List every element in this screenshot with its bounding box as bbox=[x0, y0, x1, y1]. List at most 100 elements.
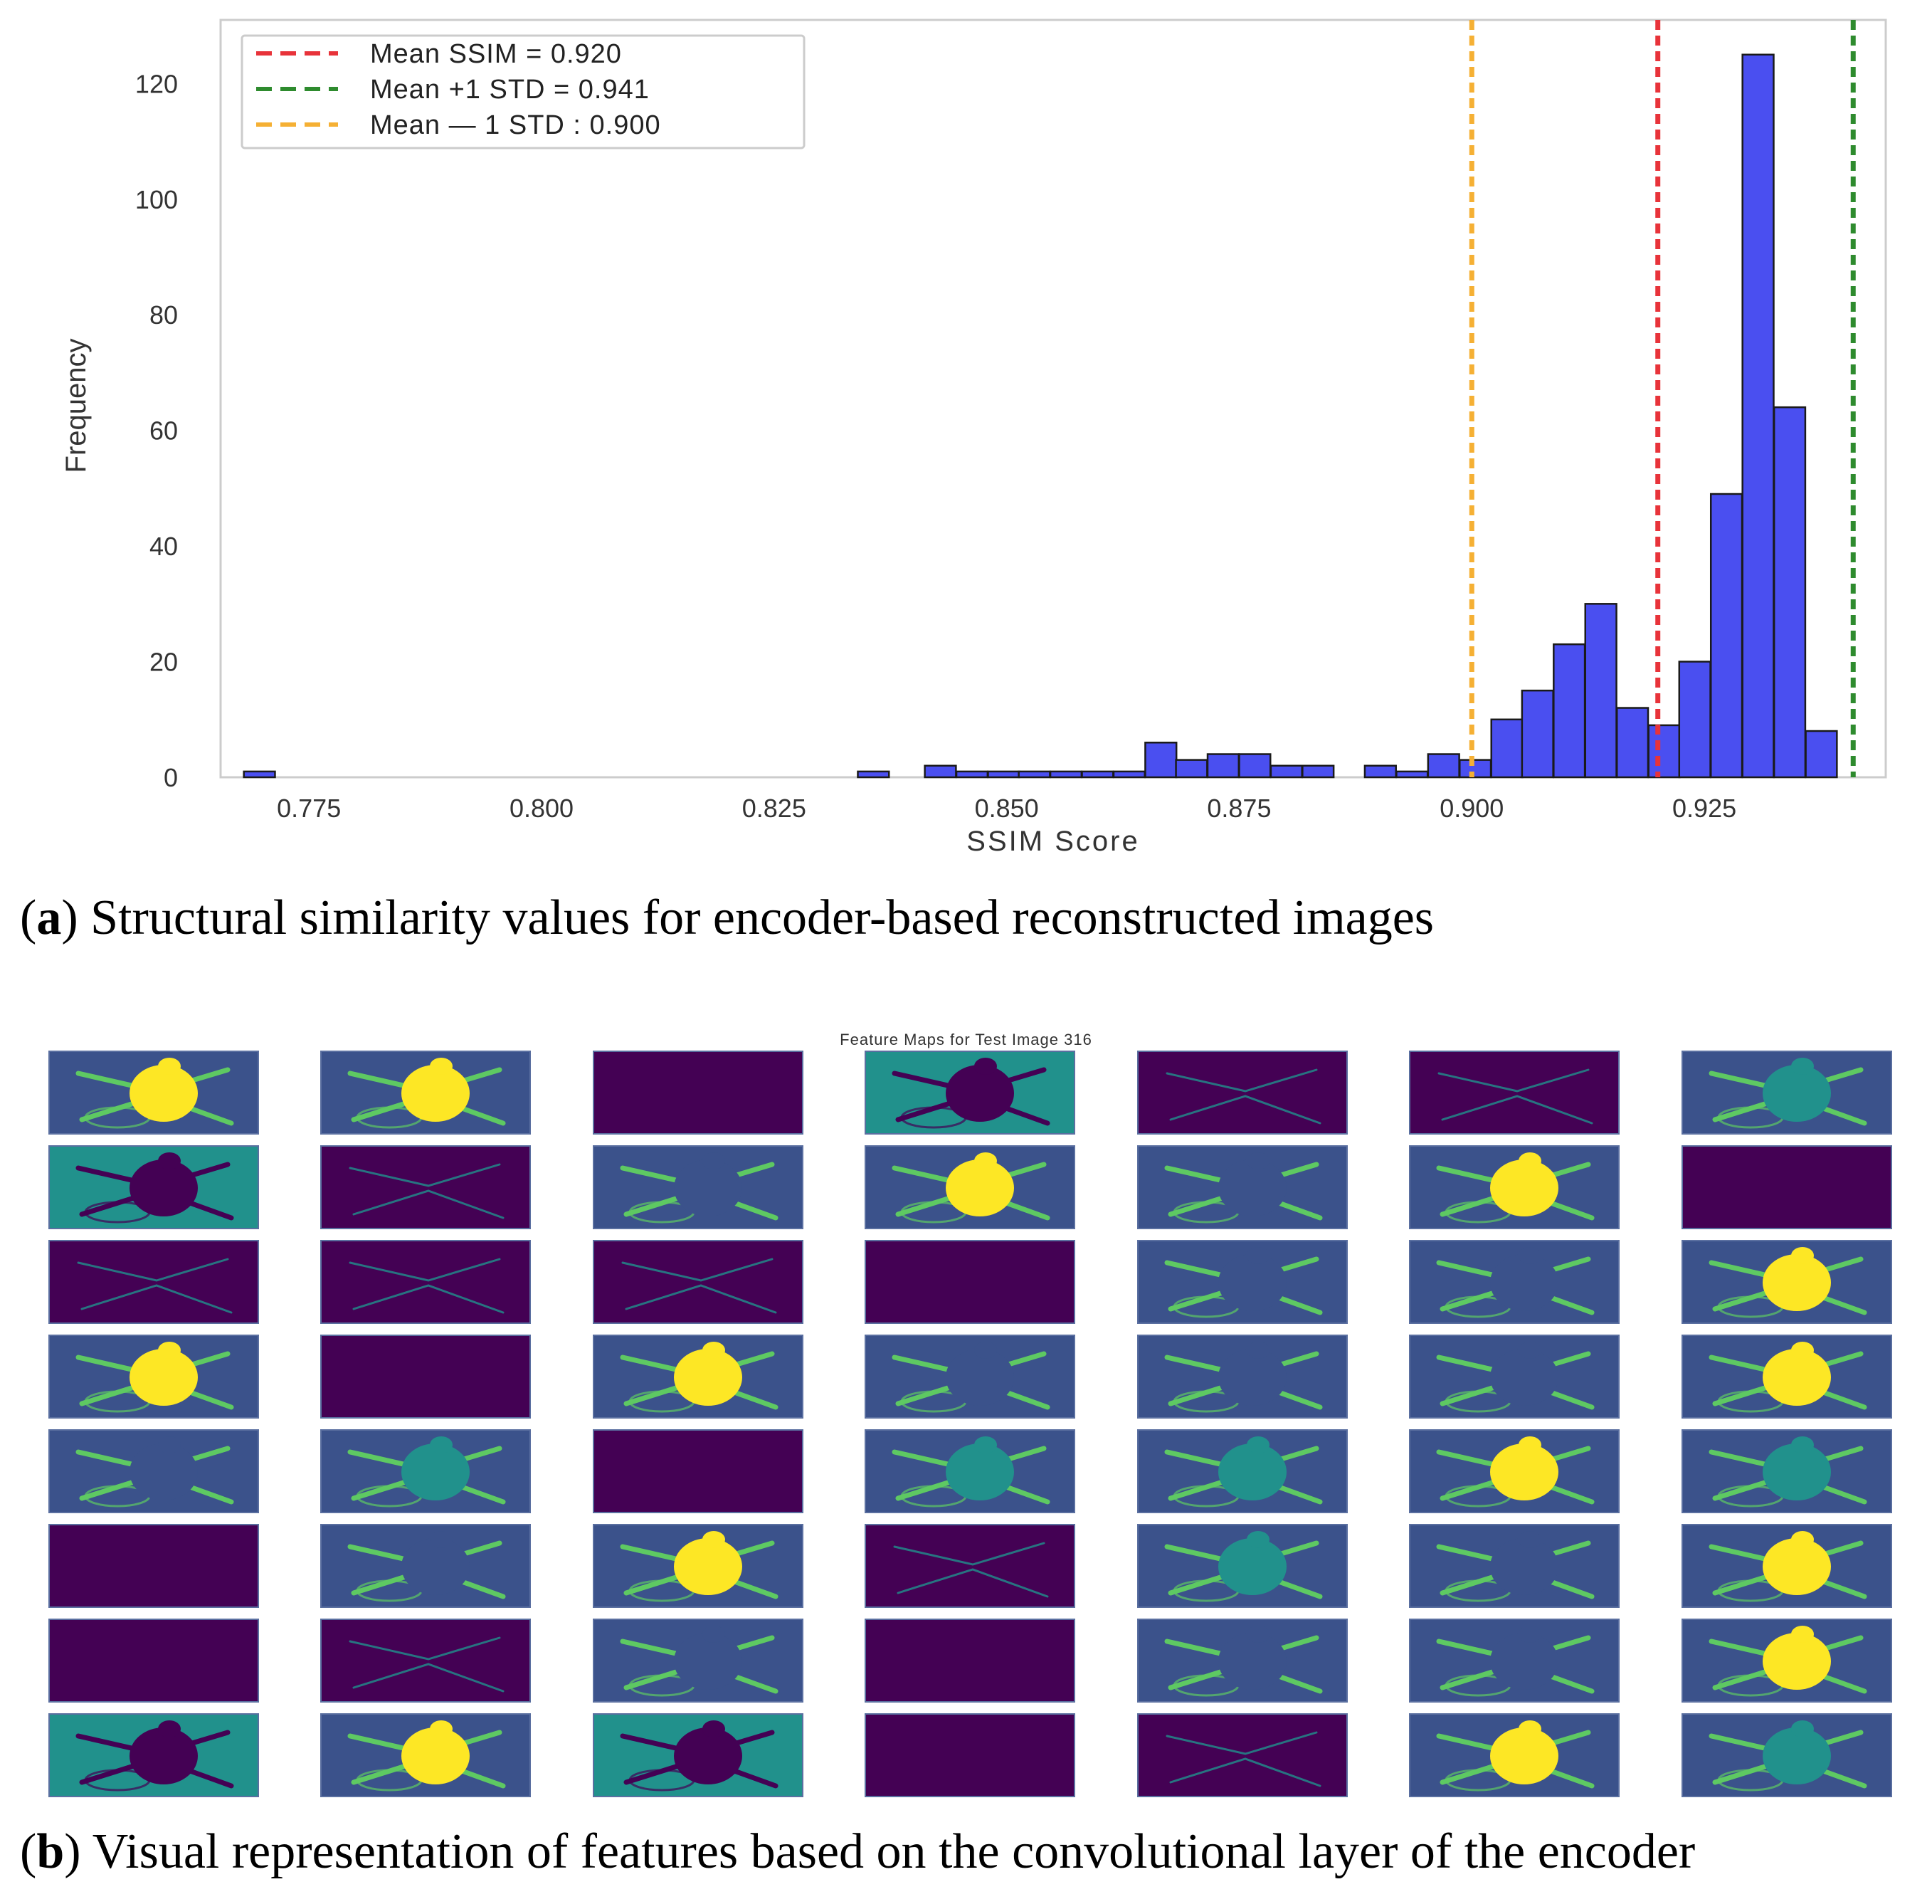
histogram-bar bbox=[1175, 759, 1208, 779]
histogram-bar bbox=[955, 770, 989, 779]
feature-map-edge bbox=[1409, 1619, 1620, 1703]
feature-map-edge bbox=[865, 1335, 1075, 1419]
histogram-bar bbox=[1427, 753, 1460, 779]
caption-a-letter: a bbox=[36, 890, 62, 945]
feature-map-empty bbox=[320, 1335, 531, 1419]
histogram-bar bbox=[1584, 603, 1617, 779]
y-tick-label: 0 bbox=[164, 763, 178, 792]
y-tick-label: 40 bbox=[149, 532, 178, 561]
feature-map-edge bbox=[1409, 1335, 1620, 1419]
histogram-bar bbox=[1363, 764, 1397, 779]
feature-map-bright bbox=[320, 1051, 531, 1135]
x-tick-label: 0.900 bbox=[1440, 794, 1504, 823]
legend: Mean SSIM = 0.920 Mean +1 STD = 0.941 Mean… bbox=[241, 34, 806, 149]
y-axis-label: Frequency bbox=[60, 339, 92, 473]
histogram-bar bbox=[1773, 406, 1807, 779]
feature-map-empty bbox=[865, 1619, 1075, 1703]
bars-layer bbox=[243, 53, 1838, 779]
feature-map-bright bbox=[593, 1335, 803, 1419]
histogram-bar bbox=[1805, 730, 1838, 779]
feature-map-bright bbox=[1409, 1145, 1620, 1229]
feature-map-edge bbox=[1137, 1335, 1348, 1419]
x-axis-label: SSIM Score bbox=[966, 826, 1139, 857]
feature-map-edge bbox=[320, 1524, 531, 1608]
feature-map-edge bbox=[1137, 1145, 1348, 1229]
x-tick-label: 0.800 bbox=[510, 794, 574, 823]
histogram-bar bbox=[924, 764, 957, 779]
legend-label: Mean SSIM = 0.920 bbox=[370, 39, 622, 69]
legend-box bbox=[241, 34, 806, 149]
feature-map-bright bbox=[1682, 1335, 1892, 1419]
y-tick-label: 120 bbox=[135, 69, 178, 98]
feature-map-bright bbox=[320, 1713, 531, 1797]
y-tick-labels: 0 20 40 60 80 100 120 bbox=[135, 69, 178, 792]
feature-map-sparse bbox=[48, 1240, 259, 1324]
feature-map-empty bbox=[48, 1524, 259, 1608]
feature-map-bright bbox=[1682, 1524, 1892, 1608]
feature-map-sparse bbox=[1137, 1051, 1348, 1135]
feature-map-dark bbox=[48, 1713, 259, 1797]
caption-b-text: Visual representation of features based … bbox=[92, 1824, 1696, 1879]
feature-maps-title: Feature Maps for Test Image 316 bbox=[840, 1031, 1092, 1048]
feature-map-empty bbox=[865, 1240, 1075, 1324]
feature-map-sparse bbox=[1409, 1051, 1620, 1135]
histogram-bar bbox=[1112, 770, 1146, 779]
histogram-bar bbox=[987, 770, 1020, 779]
histogram-bar bbox=[1647, 724, 1681, 779]
caption-a-text: Structural similarity values for encoder… bbox=[90, 890, 1435, 945]
histogram-bar bbox=[1269, 764, 1303, 779]
feature-map-edge bbox=[593, 1145, 803, 1229]
histogram-bar bbox=[1553, 643, 1586, 779]
feature-map-bright bbox=[1409, 1713, 1620, 1797]
feature-map-teal bbox=[1137, 1524, 1348, 1608]
feature-map-bright bbox=[1409, 1429, 1620, 1513]
histogram-bar bbox=[1459, 759, 1492, 779]
histogram-bar bbox=[1238, 753, 1272, 779]
feature-map-edge bbox=[1409, 1524, 1620, 1608]
histogram-bar bbox=[857, 770, 890, 779]
feature-map-bright bbox=[593, 1524, 803, 1608]
feature-map-teal bbox=[865, 1429, 1075, 1513]
feature-map-sparse bbox=[593, 1240, 803, 1324]
x-tick-label: 0.925 bbox=[1672, 794, 1736, 823]
legend-label: Mean +1 STD = 0.941 bbox=[370, 75, 650, 105]
histogram-bar bbox=[1081, 770, 1114, 779]
feature-map-empty bbox=[865, 1713, 1075, 1797]
histogram-bar bbox=[243, 770, 276, 779]
histogram-bar bbox=[1709, 493, 1743, 779]
feature-map-bright bbox=[1682, 1240, 1892, 1324]
feature-map-sparse bbox=[320, 1240, 531, 1324]
feature-map-bright bbox=[48, 1335, 259, 1419]
histogram-bar bbox=[1302, 764, 1335, 779]
feature-map-teal bbox=[1682, 1051, 1892, 1135]
feature-map-teal bbox=[320, 1429, 531, 1513]
x-tick-label: 0.875 bbox=[1207, 794, 1271, 823]
feature-map-edge bbox=[1137, 1240, 1348, 1324]
x-tick-label: 0.775 bbox=[277, 794, 341, 823]
feature-map-bright bbox=[865, 1145, 1075, 1229]
reference-lines-layer bbox=[1469, 20, 1856, 777]
feature-map-dark bbox=[48, 1145, 259, 1229]
feature-map-empty bbox=[48, 1619, 259, 1703]
caption-b: (b) Visual representation of features ba… bbox=[20, 1824, 1696, 1879]
x-tick-labels: 0.775 0.800 0.825 0.850 0.875 0.900 0.925 bbox=[277, 794, 1736, 823]
feature-map-teal bbox=[1682, 1429, 1892, 1513]
feature-map-sparse bbox=[865, 1524, 1075, 1608]
histogram-bar bbox=[1615, 707, 1649, 779]
caption-a: (a) Structural similarity values for enc… bbox=[20, 890, 1435, 945]
histogram-bar bbox=[1521, 689, 1554, 779]
feature-map-dark bbox=[593, 1713, 803, 1797]
caption-b-letter: b bbox=[36, 1824, 65, 1879]
histogram-bar bbox=[1049, 770, 1083, 779]
y-tick-label: 20 bbox=[149, 648, 178, 677]
legend-label: Mean — 1 STD : 0.900 bbox=[370, 110, 661, 140]
feature-map-edge bbox=[1137, 1619, 1348, 1703]
histogram-bar bbox=[1741, 53, 1775, 779]
feature-map-empty bbox=[593, 1051, 803, 1135]
y-tick-label: 80 bbox=[149, 300, 178, 330]
histogram-bar bbox=[1206, 753, 1240, 779]
feature-map-sparse bbox=[320, 1619, 531, 1703]
feature-map-edge bbox=[1409, 1240, 1620, 1324]
feature-map-teal bbox=[1682, 1713, 1892, 1797]
y-tick-label: 60 bbox=[149, 416, 178, 446]
